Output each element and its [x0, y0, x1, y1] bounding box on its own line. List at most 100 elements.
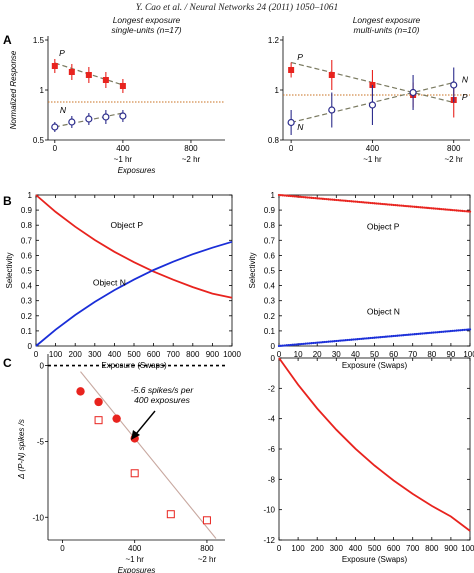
series-dot [319, 197, 323, 200]
series-dot [356, 338, 359, 341]
x-tick-label: 70 [408, 350, 417, 359]
y-tick-label: 0.8 [264, 221, 276, 230]
series-dot [384, 335, 388, 338]
x-axis-label: Exposure (Swaps) [342, 361, 408, 370]
data-point [328, 72, 335, 78]
series-dot [329, 198, 332, 201]
series-dot [327, 198, 330, 201]
y-tick-label: 0.8 [268, 136, 280, 145]
series-dot [361, 337, 365, 340]
series-dot [323, 197, 326, 201]
x-tick-label: 900 [206, 350, 220, 359]
chart-title-line: Longest exposure [353, 15, 421, 25]
series-dot [298, 195, 302, 198]
y-tick-label: 0.9 [21, 206, 33, 215]
series-dot [342, 199, 346, 202]
series-dot [426, 331, 430, 335]
x-tick-label: 800 [200, 544, 214, 553]
x-tick-label: 0 [289, 144, 294, 153]
series-dot [348, 338, 351, 342]
data-point [94, 416, 103, 425]
series-dot [432, 331, 435, 334]
data-point [102, 113, 110, 121]
series-dot [337, 198, 340, 202]
y-tick-label: -4 [268, 415, 276, 424]
series-dot [321, 197, 325, 200]
y-tick-label: 0.1 [21, 327, 33, 336]
annotation-arrow-head [131, 430, 140, 440]
series-dot [403, 333, 407, 337]
chart-b2-selectivity-dots: 010203040506070809010000.10.20.30.40.50.… [248, 191, 474, 370]
series-dot [459, 209, 462, 212]
series-dot [405, 204, 409, 208]
chart-title-line: Longest exposure [113, 15, 181, 25]
series-dot [310, 196, 313, 199]
y-tick-label: 0 [28, 342, 33, 351]
x-tick-label: 400 [349, 544, 363, 553]
data-point [409, 88, 417, 97]
series-dot [394, 334, 397, 338]
y-tick-label: 0.9 [264, 206, 276, 215]
y-tick-label: 0 [271, 354, 276, 363]
series-dot [451, 329, 454, 333]
series-dot [327, 340, 330, 343]
y-tick-label: -5 [37, 437, 45, 446]
data-point [202, 516, 211, 525]
series-dot [380, 202, 384, 206]
series-dot [392, 203, 395, 207]
series-dot [396, 204, 399, 207]
x-tick-label: 300 [330, 544, 344, 553]
chart-c1-delta-response: 0 400 800 ~1 hr ~2 hr 0 -5 -10 Exposures Δ (P-N) … [17, 354, 225, 573]
slope-annotation-line2: 400 exposures [134, 395, 191, 405]
series-dot [457, 209, 460, 212]
series-label-n: N [60, 105, 67, 115]
series-dot [287, 194, 290, 197]
y-tick-label: 0.4 [21, 282, 33, 291]
series-dot [352, 200, 355, 203]
data-point [119, 112, 127, 120]
series-dot [465, 328, 468, 331]
data-point [94, 397, 103, 407]
series-dot [325, 340, 328, 343]
data-point [166, 510, 175, 519]
journal-header: Y. Cao et al. / Neural Networks 24 (2011… [136, 2, 338, 13]
series-dot [377, 336, 380, 339]
x-tick-label: 1000 [461, 544, 474, 553]
series-dot [419, 206, 422, 209]
y-tick-label: 0.6 [264, 251, 276, 260]
series-label: P [462, 92, 468, 102]
series-label: P [297, 52, 303, 62]
x-tick-sublabel: ~2 hr [198, 555, 217, 564]
series-dot [365, 201, 369, 204]
series-line [278, 357, 471, 532]
y-tick-label: 0.5 [264, 267, 276, 276]
series-dot [277, 193, 281, 197]
series-dot [434, 207, 437, 210]
series-dot [279, 194, 283, 197]
series-dot [369, 201, 372, 205]
x-tick-label: 400 [128, 544, 142, 553]
series-line [35, 240, 233, 347]
x-tick-label: 200 [311, 544, 325, 553]
series-dot [304, 196, 307, 199]
series-dot [455, 329, 458, 332]
panel-label-b: B [3, 194, 12, 208]
series-dot [390, 203, 393, 206]
series-dot [442, 208, 445, 211]
data-point [68, 118, 76, 126]
series-dot [283, 194, 286, 197]
x-tick-label: 300 [88, 350, 102, 359]
series-dot [436, 207, 439, 210]
x-tick-label: 600 [147, 350, 161, 359]
series-dot [430, 207, 433, 210]
series-dot [295, 343, 298, 346]
series-dot [323, 340, 326, 344]
series-dot [335, 198, 338, 202]
y-tick-label: 0.3 [21, 297, 33, 306]
series-dot [424, 332, 428, 335]
series-dot [398, 334, 401, 337]
series-dot [375, 336, 378, 339]
series-dot [344, 339, 347, 342]
